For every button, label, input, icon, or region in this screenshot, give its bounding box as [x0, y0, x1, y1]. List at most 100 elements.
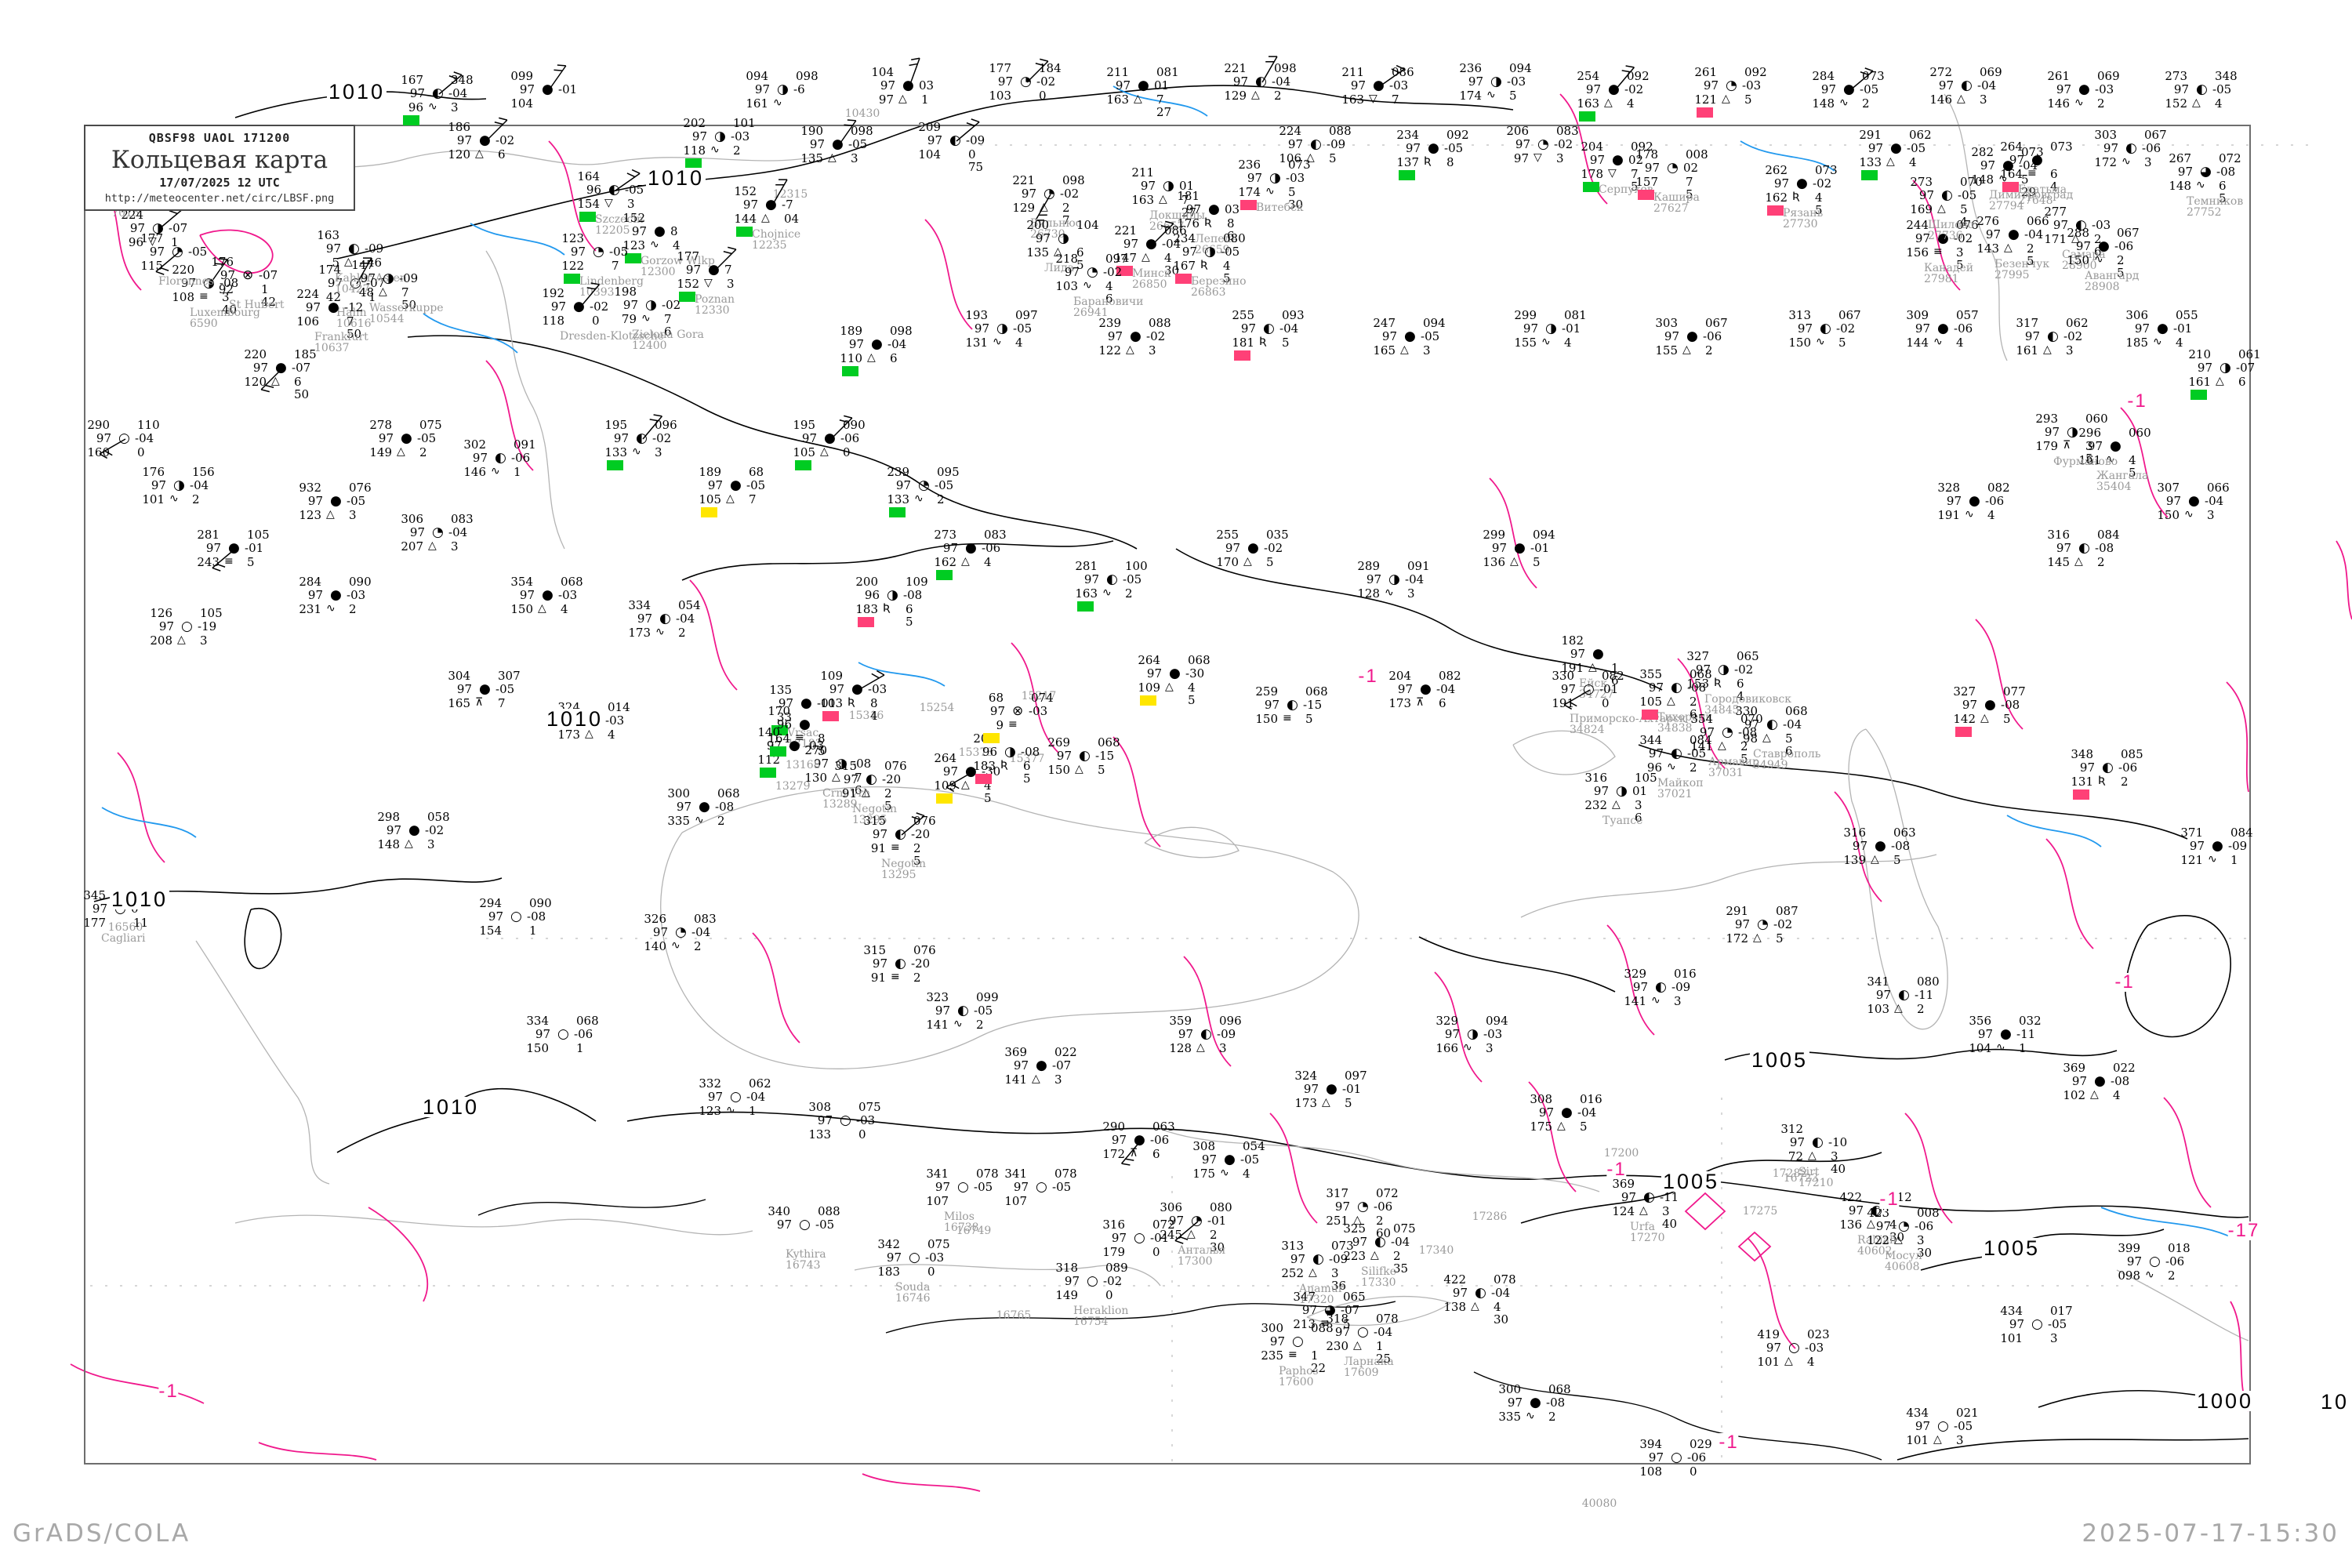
station-id-label: 15377: [1009, 753, 1045, 765]
station-visibility: 5: [906, 615, 913, 629]
station-upper-right-value: 086: [1164, 223, 1187, 238]
weather-symbol-icon: △: [177, 633, 186, 646]
cloud-cover-icon: ○: [730, 1089, 742, 1105]
map-contour: [477, 1199, 706, 1216]
station-pressure-tendency: -11: [1660, 1190, 1679, 1204]
station-pressure-code: 97: [989, 704, 1005, 718]
station-dewpoint: 129: [1012, 201, 1035, 215]
station-pressure-tendency: -03: [1507, 74, 1526, 89]
map-contour: [1489, 477, 1537, 589]
station-upper-right-value: 095: [937, 465, 960, 479]
station-cloud-amount: 3: [655, 445, 662, 459]
station-pressure-tendency: -02: [1734, 662, 1754, 677]
station-dewpoint: 104: [510, 96, 533, 111]
station-index: 17600: [1279, 1376, 1314, 1388]
station-visibility: 5: [1686, 187, 1693, 201]
station-dewpoint: 179: [2035, 439, 2058, 453]
precip-marker: [1234, 350, 1250, 361]
station-temperature: 200: [1026, 218, 1049, 232]
station-temperature: 192: [542, 286, 564, 300]
station-index: 37031: [1708, 767, 1744, 779]
weather-symbol-icon: △: [2071, 232, 2080, 245]
station-upper-right-value: 022: [1054, 1045, 1077, 1059]
station-dewpoint: 106: [1279, 151, 1301, 165]
station-temperature: 423: [1867, 1206, 1889, 1220]
station-visibility: 25: [1376, 1352, 1392, 1366]
tendency-label: -1: [2127, 390, 2147, 412]
source-url[interactable]: http://meteocenter.net/circ/LBSF.png: [104, 192, 335, 205]
station-index: 13295: [881, 869, 916, 881]
station-dewpoint: 137: [1396, 155, 1419, 169]
station-pressure-tendency: -01: [1530, 541, 1550, 555]
station-upper-right-value: 090: [529, 896, 552, 910]
station-pressure-tendency: -20: [911, 956, 931, 971]
station-visibility: 60: [1376, 1226, 1392, 1240]
station-temperature: 316: [1584, 771, 1607, 785]
station-pressure-code: 97: [1064, 1274, 1080, 1288]
station-dewpoint: 150: [2067, 253, 2089, 267]
station-upper-right-value: 184: [1039, 61, 1062, 75]
station-cloud-amount: 8: [870, 696, 878, 710]
station-upper-right-value: 105: [1635, 771, 1657, 785]
station-pressure-tendency: -08: [1687, 681, 1707, 695]
station-temperature: 315: [863, 943, 886, 957]
station-visibility: 4: [2050, 180, 2058, 194]
station-temperature: 210: [2188, 347, 2211, 361]
station-name: Dresden-Klotzsche: [560, 330, 665, 343]
station-cloud-amount: 1: [921, 93, 929, 107]
station-name: St Hubert: [229, 299, 285, 311]
station-dewpoint: 165: [1373, 343, 1396, 358]
station-pressure-code: 97: [637, 612, 652, 626]
station-cloud-amount: 4: [1494, 1300, 1501, 1314]
station-pressure-code: 97: [2177, 165, 2193, 179]
station-dewpoint: 173: [628, 626, 651, 640]
station-dewpoint: 136: [1483, 555, 1505, 569]
weather-symbol-icon: ∿: [726, 1104, 735, 1116]
station-cloud-amount: 2: [192, 492, 200, 506]
precip-marker: [1240, 200, 1257, 210]
weather-symbol-icon: △: [1753, 931, 1762, 944]
station-upper-right-value: 057: [1956, 308, 1979, 322]
station-cloud-amount: 4: [2129, 453, 2136, 467]
map-contour: [470, 223, 565, 256]
station-pressure-tendency: -05: [815, 1218, 835, 1232]
weather-symbol-icon: ∿: [1996, 1041, 2005, 1054]
station-dewpoint: 115: [140, 259, 163, 273]
station-temperature: 315: [834, 759, 857, 773]
station-index: 17270: [1630, 1232, 1665, 1244]
station-pressure-code: 97: [472, 451, 488, 465]
map-contour: [858, 662, 946, 687]
station-pressure-tendency: -04: [887, 337, 907, 351]
cloud-cover-icon: ●: [1984, 697, 1996, 713]
cloud-cover-icon: ◑: [887, 587, 898, 603]
weather-symbol-icon: △: [1165, 681, 1174, 693]
cloud-cover-icon: ●: [871, 336, 883, 352]
station-temperature: 104: [871, 65, 894, 79]
cloud-cover-icon: ●: [2000, 1026, 2012, 1042]
station-pressure-code: 97: [327, 276, 343, 290]
station-cloud-amount: 5: [1744, 93, 1752, 107]
station-pressure-tendency: -09: [1329, 1252, 1348, 1266]
station-pressure-tendency: -03: [925, 1250, 945, 1265]
station-index: 28908: [2085, 281, 2120, 293]
cloud-cover-icon: ◐: [636, 430, 648, 446]
weather-symbol-icon: △: [538, 602, 546, 615]
station-cloud-amount: 0: [1690, 1465, 1697, 1479]
station-pressure-tendency: -06: [2114, 239, 2134, 253]
station-upper-right-value: 094: [1486, 1014, 1508, 1028]
precip-marker: [1642, 710, 1658, 720]
station-pressure-code: 97: [1938, 78, 1954, 93]
map-contour: [1160, 1128, 1600, 1192]
station-cloud-amount: 5: [1785, 731, 1793, 746]
map-contour: [2336, 540, 2352, 620]
cloud-cover-icon: ◐: [1871, 1203, 1882, 1218]
station-temperature: 190: [800, 124, 823, 138]
station-upper-right-value: 087: [1776, 904, 1798, 918]
station-temperature: 164: [577, 169, 600, 183]
station-temperature: 273: [934, 528, 956, 542]
cloud-cover-icon: ●: [2094, 1073, 2106, 1089]
station-pressure-tendency: -09: [1327, 137, 1346, 151]
cloud-cover-icon: ◐: [1643, 1189, 1655, 1205]
station-pressure-code: 97: [307, 588, 323, 602]
map-contour: [854, 1264, 1161, 1287]
